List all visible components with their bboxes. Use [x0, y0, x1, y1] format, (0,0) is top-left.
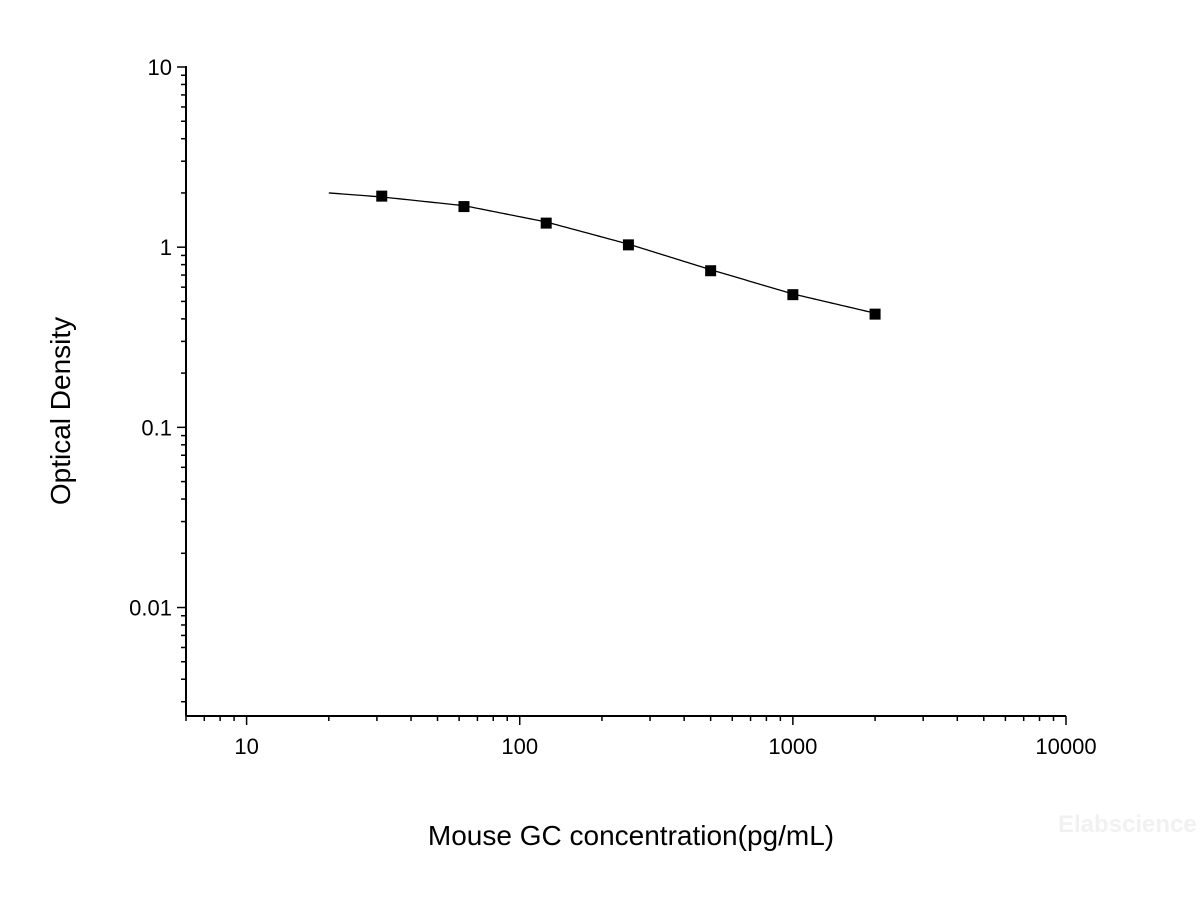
data-point [869, 308, 881, 320]
data-point [705, 265, 717, 277]
data-point [376, 190, 388, 202]
data-points-layer [376, 190, 881, 320]
data-point [458, 201, 470, 213]
watermark-text: Elabscience [1058, 811, 1197, 838]
axes-layer: 10 100 1000 10000 10 1 0.1 0.01 [129, 55, 1096, 759]
x-tick-label: 10000 [1035, 734, 1096, 759]
data-point [540, 217, 552, 229]
x-axis-title: Mouse GC concentration(pg/mL) [428, 820, 834, 851]
x-tick-label: 10 [234, 734, 258, 759]
y-tick-label: 0.1 [141, 415, 172, 440]
x-tick-label: 1000 [768, 734, 817, 759]
y-axis-title: Optical Density [45, 317, 76, 505]
data-point [787, 289, 799, 301]
y-tick-label: 1 [160, 235, 172, 260]
fit-curve-layer [328, 192, 876, 314]
data-point [622, 239, 634, 251]
y-tick-label: 10 [148, 55, 172, 80]
x-tick-label: 100 [501, 734, 538, 759]
fit-curve-line [328, 192, 876, 314]
y-tick-label: 0.01 [129, 596, 172, 621]
